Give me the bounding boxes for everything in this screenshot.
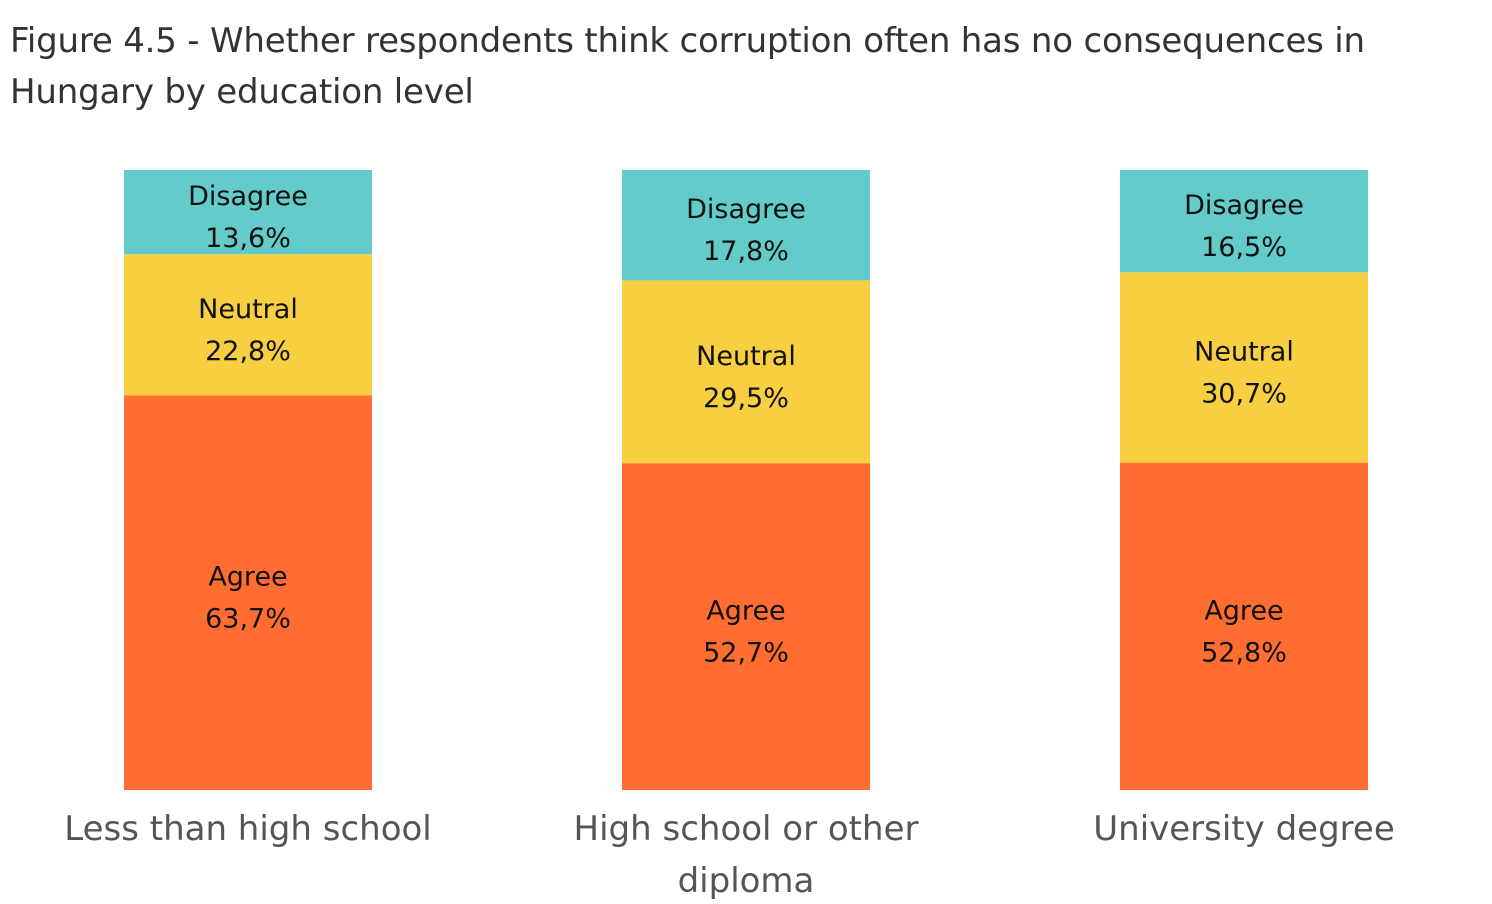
- bar-segment-neutral-3: [1120, 272, 1368, 463]
- segment-value-label-neutral-1: 22,8%: [205, 336, 291, 367]
- segment-series-label-neutral-3: Neutral: [1194, 336, 1294, 367]
- segment-value-label-disagree-2: 17,8%: [703, 236, 789, 267]
- x-tick-label-1: Less than high school: [64, 809, 432, 849]
- segment-series-label-disagree-2: Disagree: [686, 194, 806, 225]
- segment-series-label-agree-1: Agree: [208, 562, 287, 593]
- segment-value-label-agree-3: 52,8%: [1201, 637, 1287, 668]
- segment-value-label-neutral-2: 29,5%: [703, 383, 789, 414]
- bar-segment-disagree-3: [1120, 170, 1368, 273]
- segment-series-label-neutral-1: Neutral: [198, 294, 298, 325]
- segment-series-label-agree-2: Agree: [706, 596, 785, 627]
- segment-value-label-neutral-3: 30,7%: [1201, 378, 1287, 409]
- segment-value-label-agree-1: 63,7%: [205, 604, 291, 635]
- bar-group: Agree 63,7% Neutral 22,8% Disagree 13,6% Agree…: [124, 170, 1368, 790]
- segment-value-label-disagree-1: 13,6%: [205, 223, 291, 254]
- segment-value-label-disagree-3: 16,5%: [1201, 232, 1287, 263]
- bar-segment-agree-3: [1120, 462, 1368, 790]
- bar-segment-agree-2: [622, 463, 870, 790]
- x-tick-label-2-line-2: diploma: [678, 861, 815, 901]
- bar-segment-agree-1: [124, 395, 372, 790]
- x-tick-label-3: University degree: [1093, 809, 1394, 849]
- chart-title: Figure 4.5 - Whether respondents think c…: [10, 21, 1365, 112]
- bar-segment-neutral-1: [124, 254, 372, 396]
- segment-series-label-disagree-1: Disagree: [188, 181, 308, 212]
- segment-value-label-agree-2: 52,7%: [703, 638, 789, 669]
- bar-segment-neutral-2: [622, 280, 870, 464]
- segment-series-label-neutral-2: Neutral: [696, 341, 796, 372]
- bar-segment-disagree-1: [124, 170, 372, 255]
- category-labels: Less than high school High school or othe…: [64, 809, 1394, 901]
- bar-segment-disagree-2: [622, 170, 870, 281]
- segment-series-label-disagree-3: Disagree: [1184, 190, 1304, 221]
- x-tick-label-2-line-1: High school or other: [574, 809, 919, 849]
- segment-series-label-agree-3: Agree: [1204, 595, 1283, 626]
